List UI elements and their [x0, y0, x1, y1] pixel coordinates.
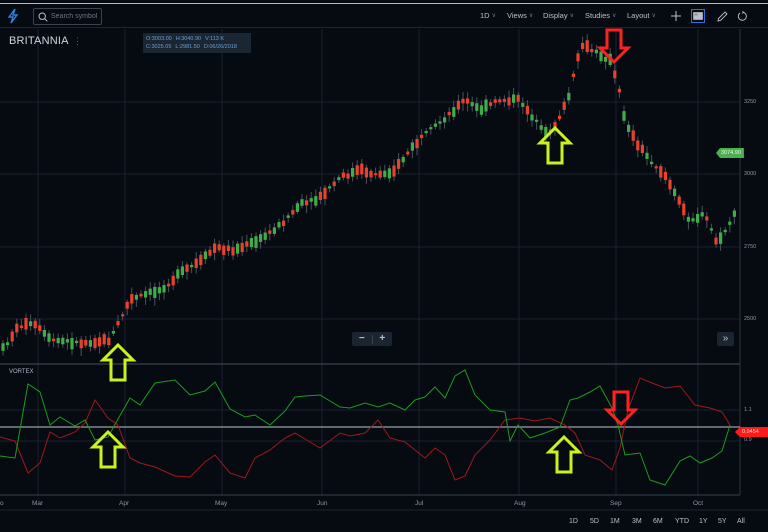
- symbol-menu-icon[interactable]: ⋮: [73, 36, 82, 46]
- layout-menu[interactable]: Layout ∨: [627, 11, 656, 20]
- price-label: 3250: [744, 99, 757, 105]
- range-1y-button[interactable]: 1Y: [699, 518, 708, 525]
- low-value: L:2981.50: [175, 44, 200, 50]
- symbol-name[interactable]: BRITANNIA: [9, 35, 69, 47]
- vortex-axis-label: 0.9: [744, 437, 752, 443]
- chevron-down-icon: ∨: [491, 13, 496, 19]
- pencil-icon[interactable]: [715, 9, 729, 23]
- time-label: Apr: [119, 500, 130, 507]
- down-arrow-annotation-icon: [596, 28, 632, 65]
- candlestick-series: [1, 34, 736, 356]
- lightning-bolt-icon[interactable]: [6, 8, 20, 24]
- vortex-minus-line: [0, 377, 731, 481]
- time-label: o: [0, 500, 4, 507]
- zoom-control: − +: [352, 332, 392, 346]
- chevron-down-icon: ∨: [651, 13, 656, 19]
- views-menu[interactable]: Views ∨: [507, 11, 533, 20]
- search-icon: [38, 11, 48, 22]
- screenshot-icon[interactable]: [691, 9, 705, 23]
- time-label: May: [215, 500, 228, 507]
- menu-label: Studies: [585, 11, 611, 20]
- time-label: Jun: [317, 500, 328, 507]
- time-label: Aug: [514, 500, 526, 507]
- interval-menu[interactable]: 1D ∨: [480, 11, 496, 20]
- up-arrow-annotation-icon: [545, 434, 583, 474]
- chevron-down-icon: ∨: [569, 13, 574, 19]
- range-1m-button[interactable]: 1M: [610, 518, 620, 525]
- range-all-button[interactable]: All: [737, 518, 745, 525]
- date-value: D:06/26/2018: [203, 44, 237, 50]
- annotation-arrows: [89, 28, 639, 474]
- menu-label: Views: [507, 11, 527, 20]
- plus-icon[interactable]: [669, 9, 683, 23]
- time-label: Jul: [415, 500, 424, 507]
- up-arrow-annotation-icon: [536, 125, 574, 165]
- close-value: C:3025.05: [146, 44, 172, 50]
- top-toolbar: 1D∨ Views∨ Display∨ Studies∨ Layout∨: [0, 3, 768, 28]
- range-6m-button[interactable]: 6M: [653, 518, 663, 525]
- chevron-down-icon: ∨: [528, 13, 534, 19]
- last-price-tag: 3074.90: [716, 148, 744, 158]
- display-menu[interactable]: Display ∨: [543, 11, 574, 20]
- studies-menu[interactable]: Studies ∨: [585, 11, 616, 20]
- range-1d-button[interactable]: 1D: [569, 518, 578, 525]
- ohlc-tooltip: O:3003.00 H:3040.90 V:113 K C:3025.05 L:298…: [143, 33, 251, 53]
- grid-lines: [0, 29, 740, 495]
- down-arrow-annotation-icon: [603, 390, 639, 427]
- time-label: Oct: [693, 500, 704, 507]
- scroll-to-latest-button[interactable]: »: [717, 332, 734, 346]
- up-arrow-annotation-icon: [99, 342, 137, 382]
- divider: [371, 334, 373, 344]
- price-label: 2750: [744, 244, 757, 250]
- chevron-down-icon: ∨: [612, 13, 617, 19]
- volume-value: V:113 K: [205, 36, 225, 42]
- price-label: 2500: [744, 316, 757, 322]
- vortex-last-value-tag: 0.9454: [735, 427, 768, 437]
- zoom-out-button[interactable]: −: [358, 333, 365, 344]
- range-5d-button[interactable]: 5D: [590, 518, 599, 525]
- open-value: O:3003.00: [146, 36, 172, 42]
- menu-label: Layout: [627, 11, 650, 20]
- price-label: 3000: [744, 171, 757, 177]
- up-arrow-annotation-icon: [89, 429, 127, 469]
- vortex-plus-line: [0, 369, 731, 486]
- reset-icon[interactable]: [735, 9, 749, 23]
- range-3m-button[interactable]: 3M: [632, 518, 642, 525]
- zoom-in-button[interactable]: +: [379, 333, 386, 344]
- search-box[interactable]: [33, 8, 102, 25]
- time-label: Mar: [32, 500, 44, 507]
- menu-label: Display: [543, 11, 568, 20]
- high-value: H:3040.90: [175, 36, 202, 42]
- search-input[interactable]: [51, 13, 101, 20]
- vortex-indicator-label[interactable]: VORTEX: [9, 369, 34, 375]
- menu-label: 1D: [480, 11, 490, 20]
- range-ytd-button[interactable]: YTD: [675, 518, 689, 525]
- time-label: Sep: [610, 500, 622, 507]
- range-5y-button[interactable]: 5Y: [718, 518, 727, 525]
- vortex-axis-label: 1.1: [744, 407, 752, 413]
